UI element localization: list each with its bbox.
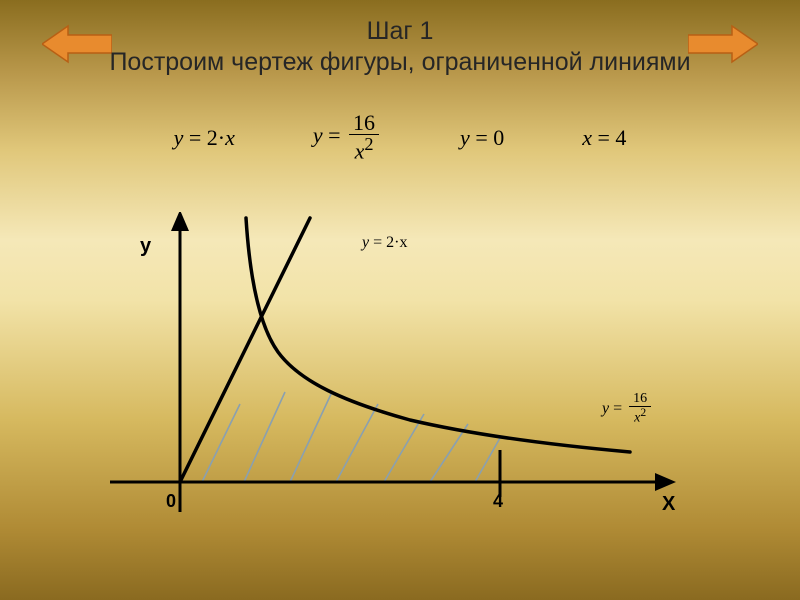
eq3-rhs: 0 (493, 125, 504, 150)
svg-text:0: 0 (166, 491, 176, 511)
graph-svg: у X 0 4 (110, 212, 690, 542)
eq4-lhs: x (582, 125, 592, 150)
equation-x-4: x = 4 (582, 125, 626, 151)
curve-16x2-label: y = 16 x2 (602, 392, 654, 427)
graph-area: у X 0 4 y = 2·x y = 16 x2 (110, 212, 690, 542)
eq3-lhs: y (460, 125, 470, 150)
line-2x-label-lhs: y (362, 234, 369, 251)
svg-text:у: у (140, 235, 152, 257)
curve-label-lhs: y (602, 400, 609, 417)
slide: Шаг 1 Построим чертеж фигуры, ограниченн… (0, 0, 800, 600)
equation-y-2x: y = 2·x (174, 125, 235, 151)
equation-y-0: y = 0 (460, 125, 504, 151)
line-2x-label-rhs: 2·x (386, 234, 407, 251)
equations-row: y = 2·x y = 16 x2 y = 0 x = 4 (0, 112, 800, 163)
eq1-var: x (225, 125, 235, 150)
line-2x-label: y = 2·x (362, 234, 407, 252)
eq4-rhs: 4 (615, 125, 626, 150)
title-line-1: Шаг 1 (367, 17, 434, 45)
eq2-lhs: y (313, 123, 323, 148)
eq1-coef: 2· (207, 125, 225, 150)
eq1-lhs: y (174, 125, 184, 150)
equation-y-16-x2: y = 16 x2 (313, 112, 382, 163)
svg-text:X: X (662, 493, 676, 515)
eq2-den-exp: 2 (364, 134, 373, 154)
curve-label-num: 16 (629, 392, 651, 406)
slide-title: Шаг 1 Построим чертеж фигуры, ограниченн… (0, 16, 800, 79)
curve-label-den-exp: 2 (640, 406, 646, 419)
svg-text:4: 4 (493, 491, 503, 511)
title-line-2: Построим чертеж фигуры, ограниченной лин… (109, 48, 690, 76)
eq2-den-var: x (355, 138, 365, 163)
eq2-num: 16 (349, 112, 379, 134)
